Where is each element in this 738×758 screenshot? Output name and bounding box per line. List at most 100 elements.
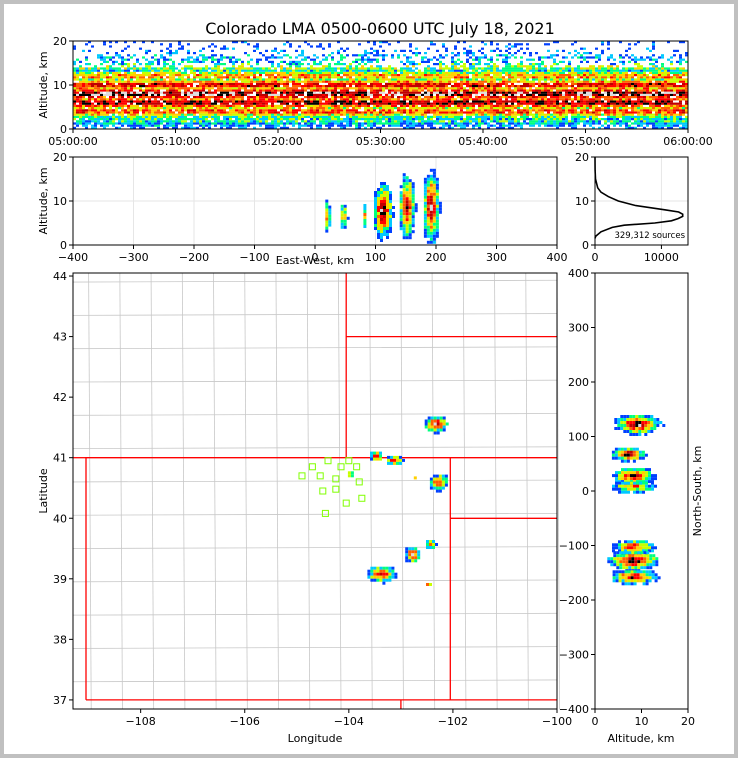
density-cell (193, 126, 196, 129)
density-cell (127, 107, 130, 110)
density-cell (100, 122, 103, 125)
density-cell (229, 60, 232, 63)
density-cell (106, 113, 109, 116)
density-cell (217, 96, 220, 99)
density-cell (445, 93, 448, 96)
density-cell (190, 85, 193, 88)
density-cell (283, 96, 286, 99)
density-cell (529, 74, 532, 77)
density-cell (520, 85, 523, 88)
density-cell (463, 74, 466, 77)
density-cell (340, 85, 343, 88)
density-cell (346, 109, 349, 112)
density-cell (313, 63, 316, 66)
density-cell (493, 118, 496, 121)
density-cell (427, 96, 430, 99)
density-cell (178, 89, 181, 92)
density-cell (301, 76, 304, 79)
density-cell (163, 67, 166, 70)
density-cell (91, 102, 94, 105)
density-cell (190, 60, 193, 63)
density-cell (526, 71, 529, 74)
density-cell (517, 124, 520, 127)
density-cell (466, 52, 469, 55)
density-cell (106, 98, 109, 101)
density-cell (406, 85, 409, 88)
density-cell (535, 82, 538, 85)
density-cell (451, 96, 454, 99)
density-cell (289, 89, 292, 92)
density-cell (502, 96, 505, 99)
density-cell (214, 89, 217, 92)
density-cell (403, 118, 406, 121)
density-cell (136, 115, 139, 118)
density-cell (172, 124, 175, 127)
density-cell (337, 96, 340, 99)
density-cell (460, 87, 463, 90)
density-cell (265, 107, 268, 110)
density-cell (445, 118, 448, 121)
density-cell (238, 124, 241, 127)
density-cell (541, 76, 544, 79)
density-cell (256, 47, 259, 50)
density-cell (538, 122, 541, 125)
density-cell (280, 76, 283, 79)
density-cell (583, 118, 586, 121)
density-cell (277, 87, 280, 90)
density-cell (214, 76, 217, 79)
density-cell (502, 100, 505, 103)
density-cell (178, 109, 181, 112)
density-cell (526, 107, 529, 110)
density-cell (325, 113, 328, 116)
density-cell (274, 89, 277, 92)
density-cell (391, 96, 394, 99)
density-cell (553, 120, 556, 123)
density-cell (451, 122, 454, 125)
density-cell (439, 93, 442, 96)
density-cell (118, 98, 121, 101)
density-cell (202, 120, 205, 123)
density-cell (499, 78, 502, 81)
density-cell (88, 118, 91, 121)
density-cell (469, 45, 472, 48)
density-cell (292, 93, 295, 96)
density-cell (394, 74, 397, 77)
density-cell (244, 126, 247, 129)
density-cell (442, 67, 445, 70)
density-cell (328, 115, 331, 118)
density-cell (118, 91, 121, 94)
density-cell (295, 100, 298, 103)
density-cell (139, 96, 142, 99)
density-cell (331, 113, 334, 116)
density-cell (79, 120, 82, 123)
density-cell (373, 54, 376, 57)
density-cell (544, 104, 547, 107)
density-cell (493, 67, 496, 70)
density-cell (118, 80, 121, 83)
density-cell (226, 111, 229, 114)
density-cell (121, 78, 124, 81)
density-cell (394, 107, 397, 110)
density-cell (499, 100, 502, 103)
density-cell (445, 87, 448, 90)
density-cell (286, 115, 289, 118)
density-cell (196, 76, 199, 79)
density-cell (517, 65, 520, 68)
density-cell (280, 69, 283, 72)
density-cell (400, 80, 403, 83)
density-cell (481, 80, 484, 83)
density-cell (376, 102, 379, 105)
density-cell (340, 96, 343, 99)
density-cell (286, 82, 289, 85)
density-cell (394, 87, 397, 90)
density-cell (484, 100, 487, 103)
density-cell (415, 52, 418, 55)
density-cell (229, 126, 232, 129)
density-cell (331, 100, 334, 103)
density-cell (196, 122, 199, 125)
density-cell (313, 71, 316, 74)
density-cell (418, 76, 421, 79)
density-cell (367, 107, 370, 110)
density-cell (304, 78, 307, 81)
density-cell (283, 49, 286, 52)
